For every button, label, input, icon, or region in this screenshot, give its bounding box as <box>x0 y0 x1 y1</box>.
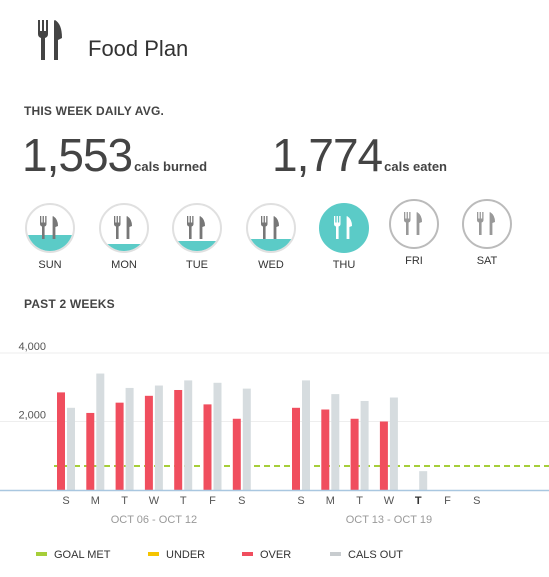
day-tue[interactable]: TUE <box>167 203 227 271</box>
legend-label: OVER <box>260 549 292 561</box>
chart-legend: GOAL MET UNDER OVER CALS OUT <box>0 549 549 565</box>
legend-item: OVER <box>242 549 291 561</box>
cals-eaten-value: 1,774 <box>272 129 383 181</box>
day-letter: M <box>326 495 335 507</box>
cals-out-bar <box>242 388 251 490</box>
day-label: FRI <box>405 255 423 267</box>
day-label: SAT <box>476 255 498 267</box>
y-tick-label: 4,000 <box>18 341 46 353</box>
legend-label: UNDER <box>166 549 206 561</box>
cals-out-bar <box>360 400 369 490</box>
day-letter: W <box>384 495 395 507</box>
eaten-bar <box>174 389 183 490</box>
legend-item: UNDER <box>148 549 205 561</box>
eaten-bar <box>232 418 241 490</box>
day-label: MON <box>111 259 137 271</box>
day-letter: W <box>149 495 160 507</box>
day-letter: F <box>209 495 216 507</box>
eaten-bar <box>86 412 95 490</box>
week-avg-label: THIS WEEK DAILY AVG. <box>24 104 165 118</box>
day-fri[interactable]: FRI <box>384 199 444 267</box>
cals-out-bar <box>389 397 398 490</box>
eaten-bar <box>379 421 388 490</box>
day-progress-ring <box>389 199 439 249</box>
legend-label: CALS OUT <box>348 549 404 561</box>
day-progress-fill <box>27 234 73 251</box>
y-tick-label: 2,000 <box>18 410 46 422</box>
day-letter: T <box>356 495 363 507</box>
eaten-bar <box>321 409 330 490</box>
cals-burned-stat: 1,553 cals burned <box>22 128 207 182</box>
day-letter: S <box>62 495 69 507</box>
fork-knife-icon <box>38 20 62 60</box>
eaten-bar <box>115 402 124 490</box>
day-label: SUN <box>38 259 62 271</box>
day-progress-ring <box>319 203 369 253</box>
day-progress-ring <box>172 203 222 253</box>
eaten-bar <box>203 404 212 490</box>
cals-eaten-stat: 1,774 cals eaten <box>272 128 447 182</box>
cals-out-bar <box>419 471 428 490</box>
legend-swatch <box>36 552 47 557</box>
page-title: Food Plan <box>88 36 189 61</box>
day-label: WED <box>258 259 284 271</box>
week-range-label: OCT 13 - OCT 19 <box>346 514 432 526</box>
day-letter: S <box>473 495 480 507</box>
day-progress-ring <box>99 203 149 253</box>
legend-item: CALS OUT <box>330 549 403 561</box>
legend-swatch <box>148 552 159 557</box>
day-progress-fill <box>101 244 147 251</box>
day-letter: S <box>297 495 304 507</box>
day-letter: T <box>180 495 187 507</box>
past-two-weeks-label: PAST 2 WEEKS <box>24 297 115 311</box>
day-letter: S <box>238 495 245 507</box>
cals-eaten-unit: cals eaten <box>384 159 447 174</box>
day-wed[interactable]: WED <box>241 203 301 271</box>
eaten-bar <box>350 418 359 490</box>
eaten-bar <box>144 395 153 490</box>
week-range-label: OCT 06 - OCT 12 <box>111 514 197 526</box>
day-progress-fill <box>248 239 294 251</box>
day-progress-ring <box>462 199 512 249</box>
day-thu[interactable]: THU <box>314 203 374 271</box>
day-progress-ring <box>25 203 75 253</box>
cals-burned-unit: cals burned <box>134 159 208 174</box>
past-two-weeks-chart: 4,000 2,000 S M T W T F S OCT 06 - OCT 12 S M T W T F S O… <box>0 341 549 526</box>
cals-out-bar <box>125 387 134 490</box>
day-sun[interactable]: SUN <box>20 203 80 271</box>
legend-swatch <box>330 552 341 557</box>
eaten-bar <box>57 392 65 490</box>
legend-label: GOAL MET <box>54 549 111 561</box>
day-letter: M <box>91 495 100 507</box>
day-progress-ring <box>246 203 296 253</box>
cals-burned-value: 1,553 <box>22 129 133 181</box>
cals-out-bar <box>302 380 310 490</box>
legend-swatch <box>242 552 253 557</box>
cals-out-bar <box>331 394 340 490</box>
cals-out-bar <box>213 382 222 490</box>
day-letter: T <box>121 495 128 507</box>
day-progress-fill <box>174 240 220 251</box>
page-header: Food Plan <box>36 20 516 62</box>
day-letter: T <box>415 495 422 507</box>
day-label: THU <box>332 259 356 271</box>
cals-out-bar <box>184 380 193 490</box>
eaten-bar <box>292 407 300 490</box>
cals-out-bar <box>154 385 163 490</box>
legend-item: GOAL MET <box>36 549 110 561</box>
day-sat[interactable]: SAT <box>457 199 517 267</box>
cals-out-bar <box>96 373 105 490</box>
day-mon[interactable]: MON <box>94 203 154 271</box>
day-label: TUE <box>186 259 208 271</box>
cals-out-bar <box>67 407 75 490</box>
day-letter: F <box>444 495 451 507</box>
